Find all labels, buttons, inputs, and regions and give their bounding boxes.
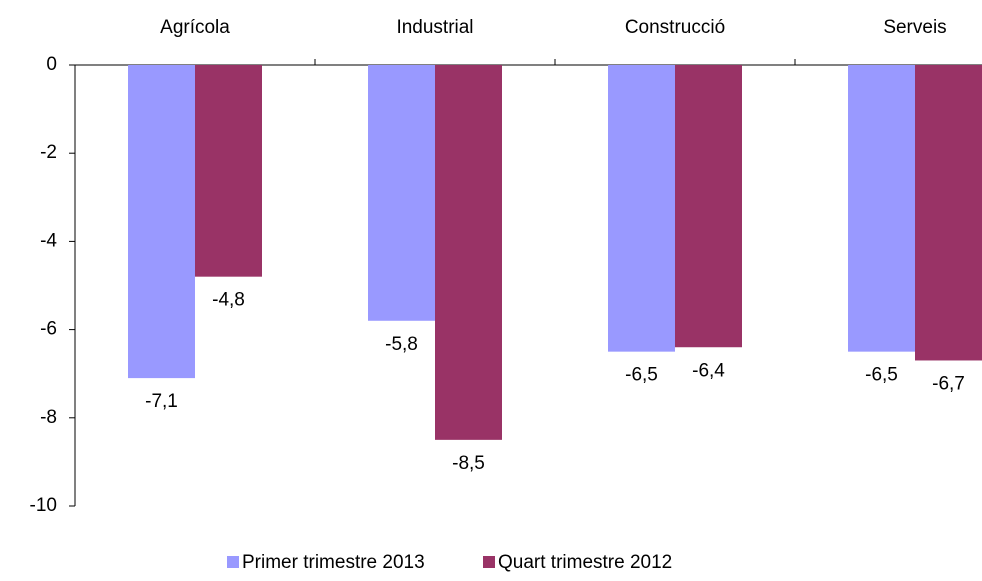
value-label: -4,8 (212, 290, 245, 311)
x-tick-label: Industrial (396, 17, 473, 38)
y-tick-label: -8 (40, 407, 57, 428)
y-tick-label: -2 (40, 142, 57, 163)
x-tick-label: Serveis (883, 17, 946, 38)
x-tick-label: Agrícola (160, 17, 230, 38)
value-label: -6,4 (692, 360, 725, 381)
bar (848, 65, 915, 352)
x-tick-label: Construcció (625, 17, 725, 38)
legend-label: Primer trimestre 2013 (242, 552, 425, 573)
bar (608, 65, 675, 352)
bar (128, 65, 195, 379)
value-label: -8,5 (452, 453, 485, 474)
value-label: -6,5 (865, 365, 898, 386)
y-tick-label: -10 (30, 495, 57, 516)
bar (368, 65, 435, 321)
value-label: -7,1 (145, 391, 178, 412)
y-tick-label: 0 (46, 54, 57, 75)
bar (195, 65, 262, 277)
bar (675, 65, 742, 348)
bar (435, 65, 502, 440)
bar (915, 65, 982, 361)
value-label: -6,5 (625, 365, 658, 386)
y-tick-label: -6 (40, 319, 57, 340)
legend-swatch (227, 556, 239, 568)
y-tick-label: -4 (40, 230, 57, 251)
value-label: -5,8 (385, 334, 418, 355)
legend-swatch (483, 556, 495, 568)
value-label: -6,7 (932, 373, 965, 394)
legend-label: Quart trimestre 2012 (498, 552, 672, 573)
